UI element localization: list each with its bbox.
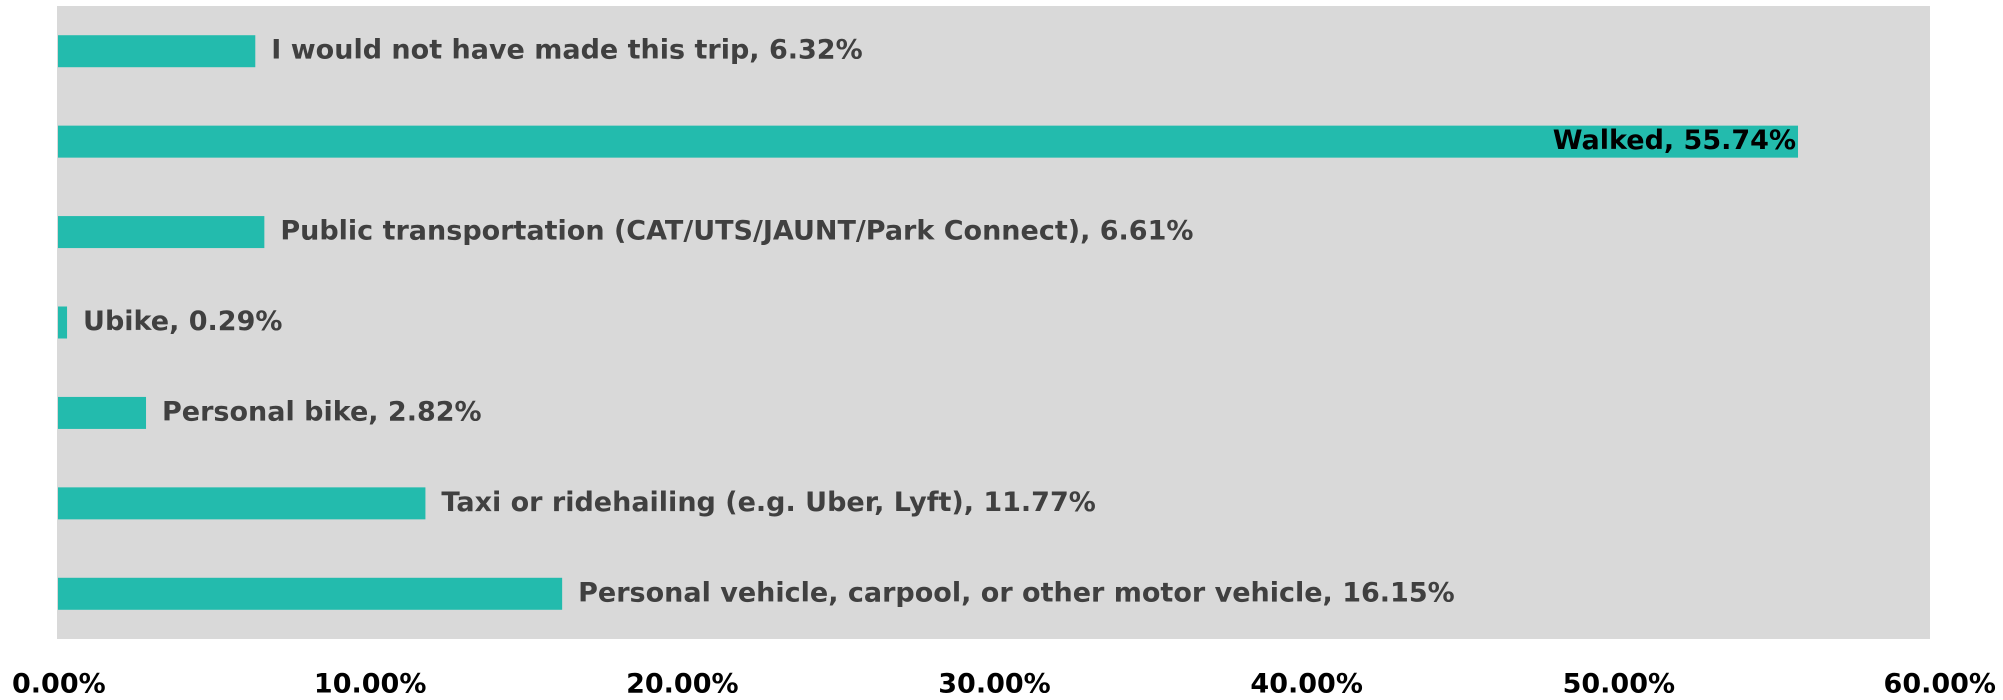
bar xyxy=(58,306,68,339)
x-tick-label: 20.00% xyxy=(626,669,738,700)
bar xyxy=(58,35,256,68)
x-tick-label: 0.00% xyxy=(12,669,106,700)
x-tick-label: 10.00% xyxy=(314,669,426,700)
x-tick-label: 50.00% xyxy=(1563,669,1675,700)
data-label: Ubike, 0.29% xyxy=(83,306,282,337)
data-label: Walked, 55.74% xyxy=(1553,125,1796,156)
x-tick-label: 40.00% xyxy=(1250,669,1362,700)
bar xyxy=(58,577,563,610)
data-label: Personal vehicle, carpool, or other moto… xyxy=(578,577,1455,608)
data-label: I would not have made this trip, 6.32% xyxy=(271,35,862,66)
bar xyxy=(58,125,1799,158)
data-label: Personal bike, 2.82% xyxy=(162,396,482,427)
data-label: Taxi or ridehailing (e.g. Uber, Lyft), 1… xyxy=(441,487,1095,518)
plot-area xyxy=(57,6,1930,639)
bar xyxy=(58,216,265,249)
x-tick-label: 30.00% xyxy=(938,669,1050,700)
bar xyxy=(58,396,147,429)
data-label: Public transportation (CAT/UTS/JAUNT/Par… xyxy=(280,216,1193,247)
bar xyxy=(58,487,426,520)
x-tick-label: 60.00% xyxy=(1884,669,1996,700)
